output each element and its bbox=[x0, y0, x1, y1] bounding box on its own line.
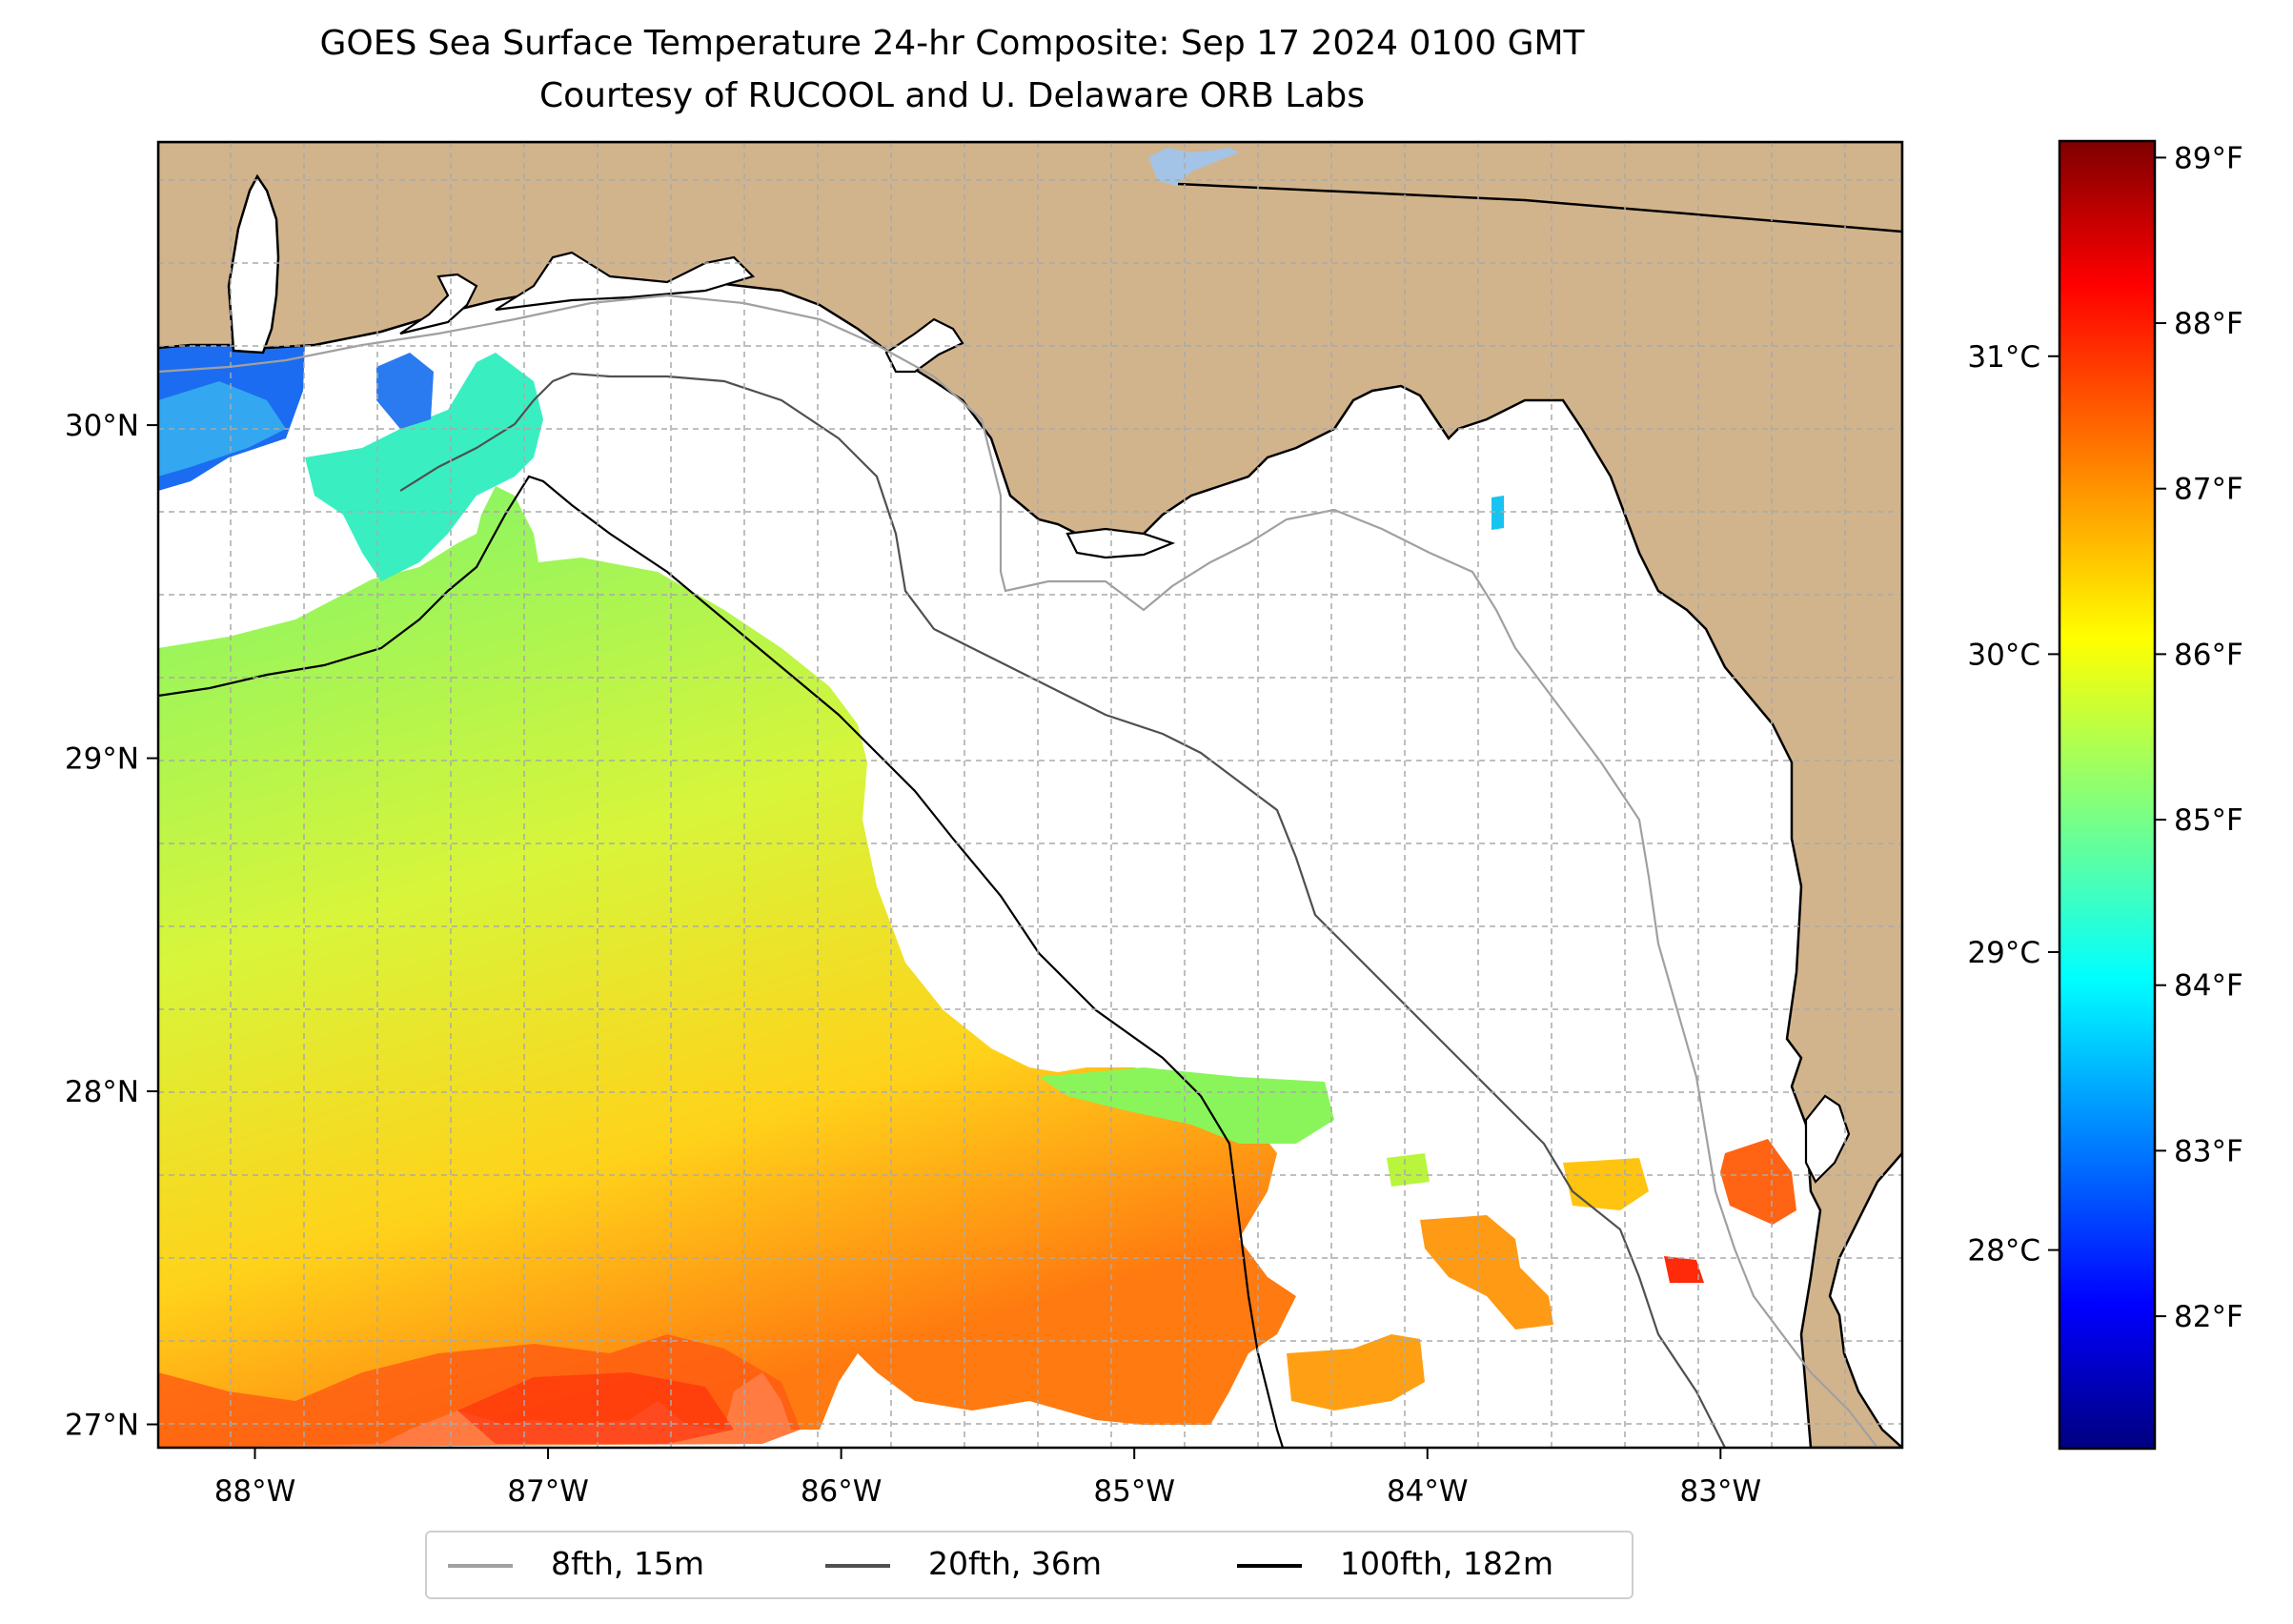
colorbar-c-label: 29°C bbox=[1967, 936, 2040, 970]
colorbar-gradient bbox=[2060, 141, 2155, 1449]
legend-swatch-100fth bbox=[1237, 1564, 1302, 1568]
sst-patch-7 bbox=[1491, 496, 1504, 530]
legend-swatch-20fth bbox=[825, 1564, 890, 1568]
x-tick-label: 83°W bbox=[1680, 1474, 1762, 1509]
sst-teal-patch bbox=[305, 353, 543, 581]
y-axis-ticks: 27°N 28°N 29°N 30°N bbox=[65, 409, 158, 1443]
sst-warm-core-center bbox=[457, 1372, 734, 1444]
sst-blue-spot bbox=[376, 353, 434, 429]
legend-label-100fth: 100fth, 182m bbox=[1340, 1545, 1553, 1582]
sst-patch-2 bbox=[1287, 1334, 1425, 1411]
sst-swath-main bbox=[158, 486, 1296, 1448]
mobile-bay bbox=[227, 173, 280, 355]
x-tick-label: 85°W bbox=[1093, 1474, 1175, 1509]
sst-green-band bbox=[1039, 1067, 1334, 1144]
colorbar-f-label: 86°F bbox=[2174, 638, 2243, 672]
x-tick-label: 84°W bbox=[1387, 1474, 1469, 1509]
isobath-100fth bbox=[158, 475, 1285, 1448]
legend-label-8fth: 8fth, 15m bbox=[551, 1545, 705, 1582]
colorbar-f-label: 85°F bbox=[2174, 803, 2243, 838]
pensacola-bay bbox=[399, 273, 478, 335]
colorbar-c-label: 28°C bbox=[1967, 1234, 2040, 1269]
isobath-20fth bbox=[399, 372, 1726, 1448]
sst-patch-5 bbox=[1720, 1139, 1796, 1225]
colorbar-f-label: 83°F bbox=[2174, 1134, 2243, 1168]
x-tick-label: 86°W bbox=[801, 1474, 883, 1509]
figure-title-line1: GOES Sea Surface Temperature 24-hr Compo… bbox=[319, 24, 1585, 63]
colorbar-f-label: 88°F bbox=[2174, 307, 2243, 341]
legend-label-20fth: 20fth, 36m bbox=[928, 1545, 1102, 1582]
colorbar-f-label: 82°F bbox=[2174, 1300, 2243, 1334]
y-tick-label: 28°N bbox=[65, 1075, 139, 1109]
sst-patch-1 bbox=[1420, 1215, 1553, 1330]
colorbar-c-label: 31°C bbox=[1967, 340, 2040, 375]
y-tick-label: 29°N bbox=[65, 742, 139, 777]
x-axis-ticks: 88°W 87°W 86°W 85°W 84°W 83°W bbox=[214, 1448, 1761, 1509]
colorbar-f-label: 84°F bbox=[2174, 969, 2243, 1004]
colorbar-c-label: 30°C bbox=[1967, 638, 2040, 672]
sst-patch-4 bbox=[1387, 1153, 1430, 1187]
y-tick-label: 27°N bbox=[65, 1409, 139, 1443]
colorbar-fahrenheit-ticks: 82°F 83°F 84°F 85°F 86°F 87°F 88°F 89°F bbox=[2155, 141, 2243, 1334]
sst-patch-3 bbox=[1563, 1158, 1649, 1210]
colorbar-f-label: 87°F bbox=[2174, 473, 2243, 507]
figure-title-line2: Courtesy of RUCOOL and U. Delaware ORB L… bbox=[538, 76, 1366, 115]
state-border bbox=[1177, 182, 1902, 233]
y-tick-label: 30°N bbox=[65, 409, 139, 443]
tampa-bay bbox=[1804, 1094, 1851, 1184]
lake bbox=[1148, 148, 1239, 186]
apalachicola-bay bbox=[1065, 527, 1176, 559]
x-tick-label: 88°W bbox=[214, 1474, 296, 1509]
map-gridlines bbox=[158, 142, 1902, 1448]
map-area bbox=[158, 142, 1902, 1448]
colorbar-frame bbox=[2058, 139, 2157, 1451]
colorbar-celsius-ticks: 28°C 29°C 30°C 31°C bbox=[1967, 340, 2060, 1269]
x-tick-label: 87°W bbox=[507, 1474, 589, 1509]
colorbar-f-label: 89°F bbox=[2174, 141, 2243, 175]
map-frame bbox=[156, 140, 1904, 1450]
isobath-legend: 8fth, 15m 20fth, 36m 100fth, 182m bbox=[425, 1531, 1634, 1599]
sst-patch-6 bbox=[1664, 1256, 1704, 1283]
legend-swatch-8fth bbox=[448, 1564, 513, 1568]
land-northern-gulf-coast bbox=[158, 142, 1902, 1448]
isobath-8fth bbox=[158, 294, 1878, 1448]
